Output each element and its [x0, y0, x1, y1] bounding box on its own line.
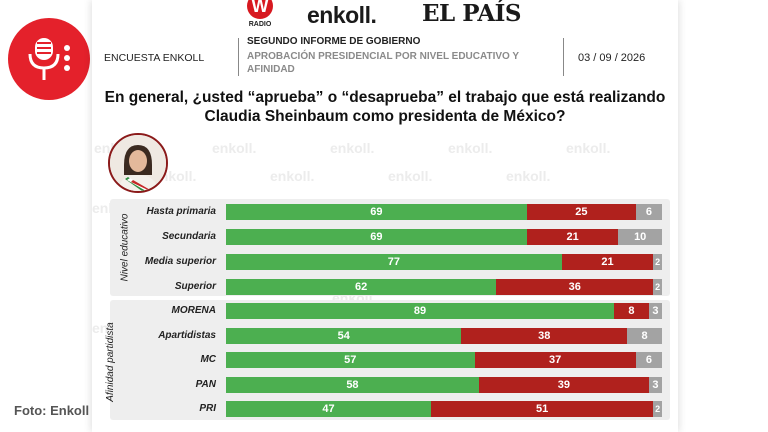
category-label: Secundaria	[162, 231, 216, 242]
data-label-dont-know: 3	[652, 379, 659, 391]
infographic-panel: enkoll. enkoll. enkoll. enkoll. enkoll. enkol…	[92, 0, 678, 432]
category-label: MORENA	[171, 305, 216, 316]
watermark-text: enkoll.	[448, 140, 493, 156]
report-date: 03 / 09 / 2026	[578, 52, 646, 64]
bar-dont-know: 8	[627, 328, 662, 344]
data-label-dont-know: 2	[655, 404, 661, 414]
legend-approve: Aprueba	[240, 178, 360, 196]
data-label-approve: 57	[344, 354, 357, 366]
w-radio-logo: W RADIO	[237, 0, 283, 28]
data-label-dont-know: 2	[655, 282, 661, 292]
bar-approve: 58	[226, 377, 479, 393]
bar-approve: 69	[226, 204, 527, 220]
category-label: Apartidistas	[158, 330, 216, 341]
data-label-disapprove: 25	[575, 206, 588, 218]
data-label-approve: 62	[355, 281, 368, 293]
elpais-logo: EL PAÍS	[422, 0, 522, 27]
data-label-dont-know: 3	[652, 305, 659, 317]
data-label-disapprove: 8	[628, 305, 635, 317]
bar-disapprove: 38	[461, 328, 628, 344]
avatar	[108, 133, 168, 193]
bar-disapprove: 51	[430, 401, 654, 417]
chart-title-question: En general, ¿usted “aprueba” o “desaprue…	[104, 89, 666, 125]
category-label: Hasta primaria	[146, 206, 216, 217]
data-label-dont-know: 10	[634, 231, 647, 243]
bar-dont-know: 2	[653, 401, 662, 417]
bar-dont-know: 3	[648, 303, 662, 319]
data-label-disapprove: 38	[538, 330, 551, 342]
w-logo-subtext: RADIO	[249, 21, 272, 28]
bar-approve: 62	[226, 279, 497, 295]
bar-approve: 57	[226, 352, 475, 368]
data-label-disapprove: 37	[549, 354, 562, 366]
bar-dont-know: 3	[648, 377, 662, 393]
legend-dont-know: No sabe / No respondió	[530, 178, 650, 196]
legend-disapprove: Desaprueba	[384, 178, 504, 196]
bar-disapprove: 25	[526, 204, 636, 220]
data-label-disapprove: 51	[535, 403, 549, 415]
bar-approve: 77	[226, 254, 562, 270]
enkoll-logo: enkoll.	[307, 2, 377, 28]
data-label-approve: 69	[370, 231, 383, 243]
watermark-text: enkoll.	[566, 140, 611, 156]
data-label-dont-know: 6	[645, 206, 652, 218]
data-label-dont-know: 6	[645, 354, 652, 366]
bar-disapprove: 8	[614, 303, 649, 319]
header-divider-left	[238, 38, 239, 76]
header-divider-right	[563, 38, 564, 76]
legend-dont-know-label: No sabe / No respondió	[537, 181, 643, 192]
report-title: SEGUNDO INFORME DE GOBIERNO	[247, 36, 421, 47]
data-label-disapprove: 36	[568, 281, 581, 293]
data-label-disapprove: 21	[566, 231, 579, 243]
photo-credit: Foto: Enkoll	[14, 403, 90, 418]
watermark-text: enkoll.	[330, 140, 375, 156]
bar-dont-know: 6	[635, 352, 662, 368]
group-label-afinidad: Afinidad partidista	[105, 322, 116, 402]
bar-disapprove: 21	[561, 254, 654, 270]
bar-disapprove: 39	[478, 377, 649, 393]
data-label-disapprove: 21	[601, 256, 614, 268]
bar-disapprove: 37	[474, 352, 636, 368]
category-label: MC	[200, 354, 216, 365]
data-label-disapprove: 39	[557, 379, 571, 391]
data-label-approve: 77	[387, 256, 400, 268]
bar-disapprove: 21	[526, 229, 619, 245]
bar-approve: 47	[226, 401, 431, 417]
data-label-approve: 58	[346, 379, 359, 391]
data-label-approve: 89	[413, 305, 427, 317]
report-subtitle: APROBACIÓN PRESIDENCIAL POR NIVEL EDUCAT…	[247, 51, 519, 75]
category-label: Superior	[174, 281, 216, 292]
group-label-nivel-educativo: Nivel educativo	[119, 213, 131, 282]
bar-dont-know: 2	[653, 254, 662, 270]
watermark-text: enkoll.	[212, 140, 257, 156]
microphone-badge[interactable]	[8, 18, 90, 100]
microphone-icon	[28, 38, 70, 80]
data-label-approve: 47	[322, 403, 335, 415]
w-logo-letter: W	[252, 0, 269, 16]
data-label-approve: 54	[337, 330, 350, 342]
bar-approve: 89	[226, 303, 615, 319]
category-label: PAN	[195, 379, 216, 390]
category-label: PRI	[199, 403, 216, 414]
bar-disapprove: 36	[496, 279, 654, 295]
survey-label: ENCUESTA ENKOLL	[104, 52, 205, 64]
bar-approve: 54	[226, 328, 462, 344]
data-label-dont-know: 2	[655, 257, 661, 267]
legend-disapprove-label: Desaprueba	[416, 181, 472, 192]
data-label-approve: 69	[370, 206, 383, 218]
legend-approve-label: Aprueba	[281, 181, 319, 192]
data-label-dont-know: 8	[641, 330, 648, 342]
bar-dont-know: 2	[653, 279, 662, 295]
category-label: Media superior	[144, 256, 216, 267]
bar-dont-know: 10	[618, 229, 662, 245]
bar-approve: 69	[226, 229, 527, 245]
bar-dont-know: 6	[635, 204, 662, 220]
